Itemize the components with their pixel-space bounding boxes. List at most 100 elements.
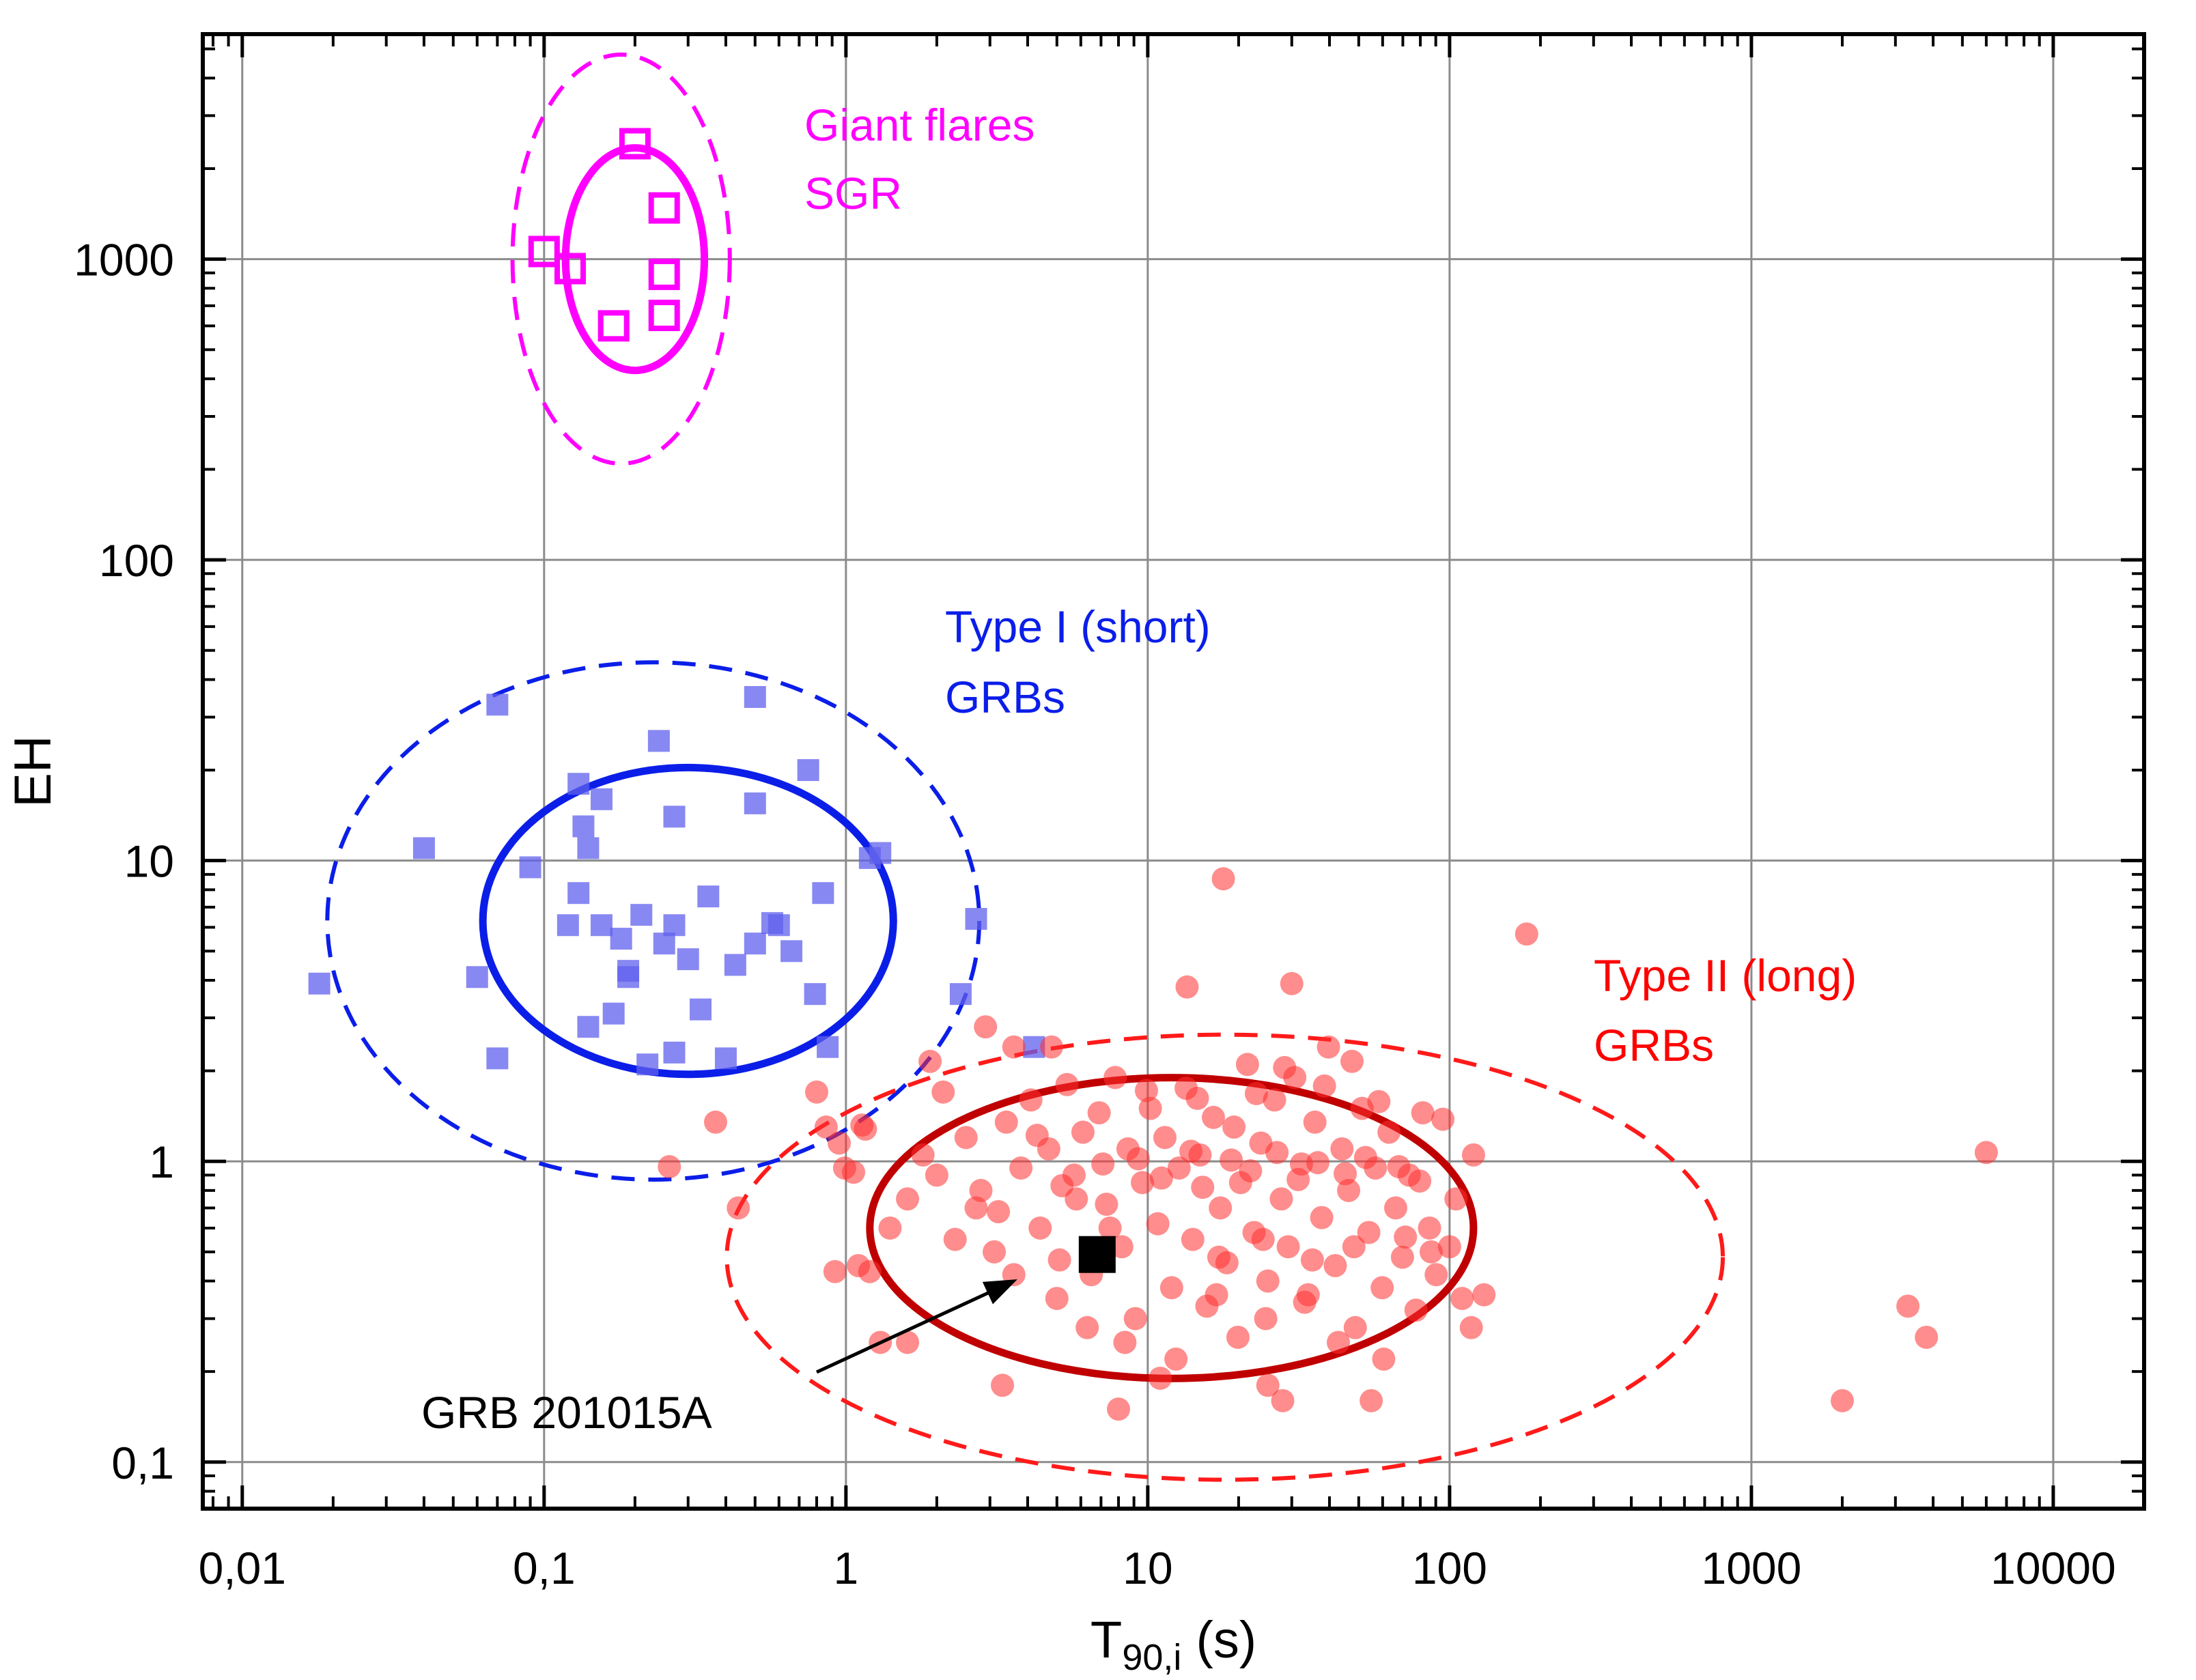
type2-grb-point (1071, 1120, 1095, 1144)
type2-grb-point (878, 1216, 902, 1240)
type2-grb-point (1286, 1167, 1310, 1191)
type2-grb-point (1974, 1141, 1998, 1165)
type2-grb-point (1515, 922, 1538, 946)
type1-grb-point (557, 914, 579, 937)
type1-grb-point (797, 759, 819, 782)
type2-grb-point (1207, 1245, 1230, 1269)
type2-grb-point (1107, 1397, 1131, 1421)
type2-grb-point (1377, 1120, 1401, 1144)
type2-grb-point (1179, 1139, 1203, 1163)
type2-grb-point (828, 1131, 851, 1155)
type1-grb-point (804, 983, 826, 1006)
type2-grb-point (1095, 1193, 1118, 1216)
x-axis-title-unit: (s) (1181, 1611, 1256, 1669)
type1-grb-point (653, 932, 675, 955)
type2-grb-point (1149, 1366, 1172, 1390)
sgr-flare-point (597, 310, 630, 342)
type2-grb-point (1222, 1115, 1246, 1139)
type2-grb-point (854, 1117, 877, 1141)
type1-grb-point (714, 1047, 737, 1070)
type2-grb-point (1256, 1269, 1280, 1293)
type2-grb-point (918, 1049, 942, 1073)
y-tick-label: 1000 (74, 235, 174, 285)
type2-grb-point (1303, 1110, 1327, 1134)
type1-grb-point (663, 806, 686, 828)
type2-grb-point (1113, 1330, 1137, 1354)
type2-grb-point (1459, 1315, 1483, 1339)
type2-grb-point (1050, 1173, 1074, 1197)
x-axis-title: T90,i (s) (1090, 1611, 1256, 1678)
type2-grb-point (1098, 1216, 1122, 1240)
type2-grb-point (1323, 1253, 1347, 1277)
type1-grb-point (744, 792, 766, 814)
type2-grb-point (1424, 1263, 1448, 1287)
type2-grb-point (991, 1373, 1015, 1397)
sgr-flare-point (648, 192, 680, 224)
type2-grb-point (1202, 1105, 1226, 1129)
type2-grb-point (1370, 1276, 1394, 1300)
type2-grb-point (1211, 867, 1235, 891)
type2-grb-point (1039, 1035, 1063, 1059)
type2-grb-point (1437, 1235, 1461, 1259)
type2-grb-point (1235, 1053, 1259, 1077)
type1-grb-point (486, 1047, 509, 1070)
type2-grb-point (1472, 1283, 1496, 1307)
type2-grb-point (1087, 1101, 1111, 1125)
annotation-sgr-line2: SGR (804, 168, 902, 218)
type2-grb-point (1390, 1245, 1414, 1269)
type2-grb-point (1025, 1124, 1049, 1148)
x-axis-title-subscript: 90,i (1122, 1637, 1181, 1678)
type2-grb-point (703, 1110, 727, 1134)
type2-grb-point (1269, 1187, 1293, 1211)
annotation-arrow-head (982, 1279, 1017, 1305)
type1-grb-point (761, 912, 783, 935)
type1-grb-point (519, 856, 541, 879)
grb-201015a-point (1078, 1236, 1116, 1273)
type2-grb-point (1342, 1235, 1366, 1259)
type2-grb-point (1271, 1389, 1295, 1412)
type2-grb-point (1273, 1055, 1297, 1079)
sgr-flare-point (554, 253, 586, 285)
type2-grb-point (1408, 1169, 1432, 1193)
annotation-type2-line2: GRBs (1594, 1020, 1714, 1070)
type2-grb-point (1280, 971, 1304, 995)
type2-grb-point (1153, 1126, 1177, 1150)
type2-grb-point (1306, 1151, 1329, 1175)
type2-grb-point (1418, 1216, 1441, 1240)
type2-grb-point (1149, 1166, 1173, 1190)
type1-grb-point (567, 773, 590, 795)
type2-grb-point (1002, 1035, 1026, 1059)
data-points (308, 128, 1998, 1421)
type1-grb-point (572, 815, 595, 838)
type2-grb-point (896, 1330, 920, 1354)
type2-grb-point (1226, 1325, 1250, 1349)
type2-grb-point (1367, 1090, 1391, 1113)
y-tick-label: 1 (149, 1137, 174, 1187)
type2-grb-point (1293, 1290, 1317, 1314)
type2-grb-point (931, 1080, 955, 1104)
type2-grb-point (1411, 1101, 1435, 1125)
type1-grb-point (724, 954, 746, 976)
type2-grb-point (925, 1163, 948, 1187)
type2-grb-point (994, 1110, 1018, 1134)
type2-grb-point (1175, 975, 1199, 999)
type2-grb-point (1205, 1283, 1228, 1307)
annotation-type1-line1: Type I (short) (945, 601, 1211, 652)
annotations: Giant flares SGR Type I (short) GRBs Typ… (421, 100, 1857, 1438)
type2-grb-point (1830, 1389, 1854, 1412)
x-tick-label: 1000 (1702, 1543, 1802, 1593)
type2-grb-point (1126, 1147, 1150, 1171)
type1-grb-point (610, 928, 632, 950)
type1-grb-point (690, 998, 712, 1021)
ellipse-dashed (510, 53, 732, 466)
type1-grb-point (466, 966, 488, 988)
x-axis-title-main: T (1090, 1611, 1122, 1669)
type2-grb-point (1896, 1294, 1920, 1318)
type2-grb-point (1330, 1137, 1354, 1161)
type2-grb-point (1185, 1086, 1209, 1110)
type2-grb-point (1091, 1152, 1115, 1176)
type2-grb-point (1915, 1325, 1939, 1349)
type1-grb-point (590, 788, 613, 810)
type2-grb-point (805, 1080, 829, 1104)
type2-grb-point (969, 1178, 993, 1202)
